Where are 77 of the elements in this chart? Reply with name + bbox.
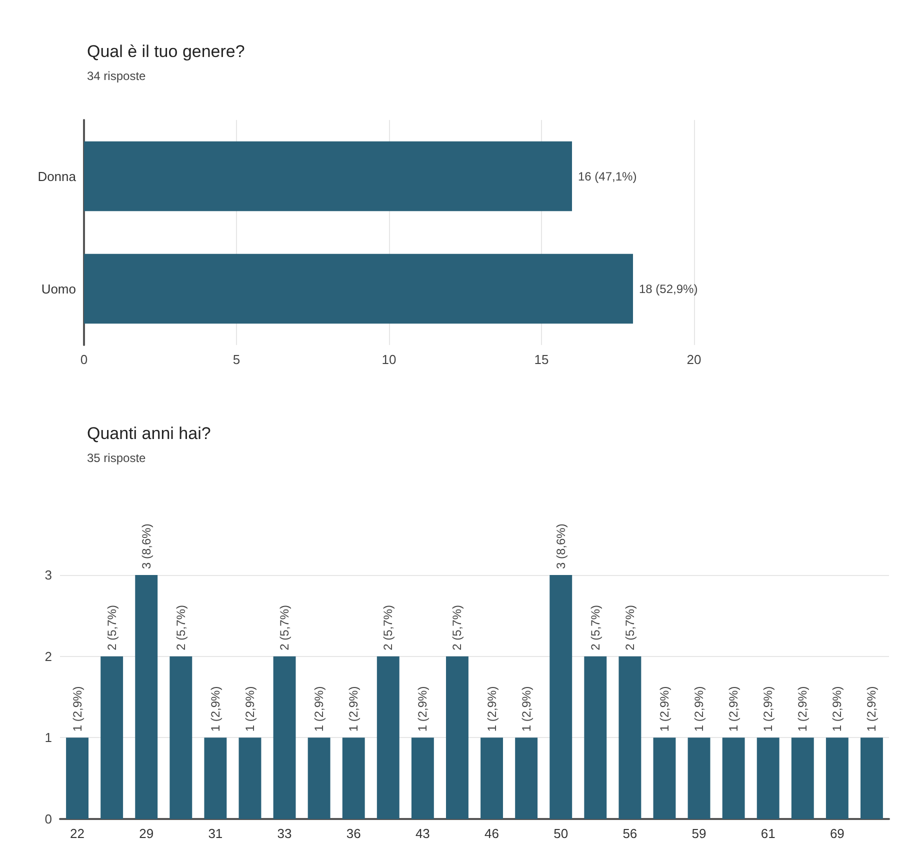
data-label: 2 (5,7%): [588, 604, 602, 650]
data-label: 1 (2,9%): [864, 686, 879, 732]
bar: [550, 575, 572, 819]
bar: [722, 738, 745, 819]
data-label: 2 (5,7%): [104, 604, 119, 650]
bar: [66, 738, 88, 819]
bar: [411, 738, 434, 819]
data-label: 1 (2,9%): [70, 686, 84, 732]
data-label: 1 (2,9%): [726, 686, 741, 732]
x-tick-label: 0: [80, 352, 88, 367]
data-label: 1 (2,9%): [312, 686, 326, 732]
data-label: 1 (2,9%): [519, 686, 534, 732]
data-label: 1 (2,9%): [346, 686, 361, 732]
x-tick-label: 5: [232, 352, 240, 367]
y-tick-label: Donna: [38, 168, 77, 184]
bar: [618, 656, 642, 819]
x-tick-label: 29: [139, 826, 154, 841]
x-tick-label: 33: [277, 826, 292, 841]
bar: [100, 656, 124, 819]
chart-subtitle: 35 risposte: [87, 451, 146, 465]
bar: [826, 738, 848, 819]
x-tick-label: 61: [760, 826, 776, 841]
bar: [446, 656, 468, 819]
data-label: 2 (5,7%): [622, 604, 637, 650]
x-tick-label: 22: [70, 826, 85, 841]
x-tick-label: 15: [534, 352, 549, 367]
x-tick-label: 36: [346, 826, 361, 841]
y-tick-label: 1: [44, 730, 52, 746]
x-tick-label: 20: [686, 352, 702, 367]
bar: [135, 575, 158, 819]
bar: [515, 738, 538, 819]
data-label: 1 (2,9%): [761, 686, 776, 732]
data-label: 1 (2,9%): [796, 686, 810, 732]
bar: [791, 738, 814, 819]
data-label: 3 (8,6%): [554, 524, 568, 569]
x-tick-label: 56: [622, 826, 638, 841]
bar: [238, 738, 262, 819]
data-label: 3 (8,6%): [139, 524, 154, 569]
bar: [273, 656, 296, 819]
data-label: 2 (5,7%): [450, 604, 464, 650]
data-label: 1 (2,9%): [830, 686, 844, 732]
data-label: 1 (2,9%): [692, 686, 706, 732]
y-tick-label: 2: [44, 648, 52, 664]
data-label: 2 (5,7%): [174, 604, 188, 650]
x-tick-label: 69: [830, 826, 844, 841]
bar: [308, 738, 330, 819]
data-label: 1 (2,9%): [657, 686, 672, 732]
bar: [653, 738, 676, 819]
x-tick-label: 10: [382, 352, 396, 367]
bar: [170, 656, 192, 819]
bar: [342, 738, 365, 819]
data-label: 1 (2,9%): [484, 686, 499, 732]
data-label: 1 (2,9%): [416, 686, 430, 732]
y-tick-label: Uomo: [41, 281, 76, 296]
y-tick-label: 3: [44, 568, 52, 582]
bar: [204, 738, 227, 819]
chart-title: Quanti anni hai?: [87, 424, 211, 443]
x-tick-label: 43: [415, 826, 430, 841]
x-tick-label: 59: [692, 826, 706, 841]
bar: [688, 738, 710, 819]
chart-subtitle: 34 risposte: [87, 69, 146, 83]
data-label: 1 (2,9%): [208, 686, 222, 732]
chart-title: Qual è il tuo genere?: [87, 42, 245, 61]
y-tick-label: 0: [44, 812, 52, 826]
data-label: 1 (2,9%): [242, 686, 257, 732]
data-label: 2 (5,7%): [381, 604, 396, 650]
x-tick-label: 46: [484, 826, 500, 841]
x-tick-label: 50: [554, 826, 568, 841]
bar: [584, 656, 607, 819]
x-tick-label: 31: [208, 826, 223, 841]
bar: [480, 738, 503, 819]
bar: [860, 738, 883, 819]
data-label: 18 (52,9%): [639, 282, 698, 296]
bar: [376, 656, 400, 819]
data-label: 16 (47,1%): [578, 169, 637, 184]
data-label: 2 (5,7%): [278, 604, 292, 650]
bar: [756, 738, 780, 819]
